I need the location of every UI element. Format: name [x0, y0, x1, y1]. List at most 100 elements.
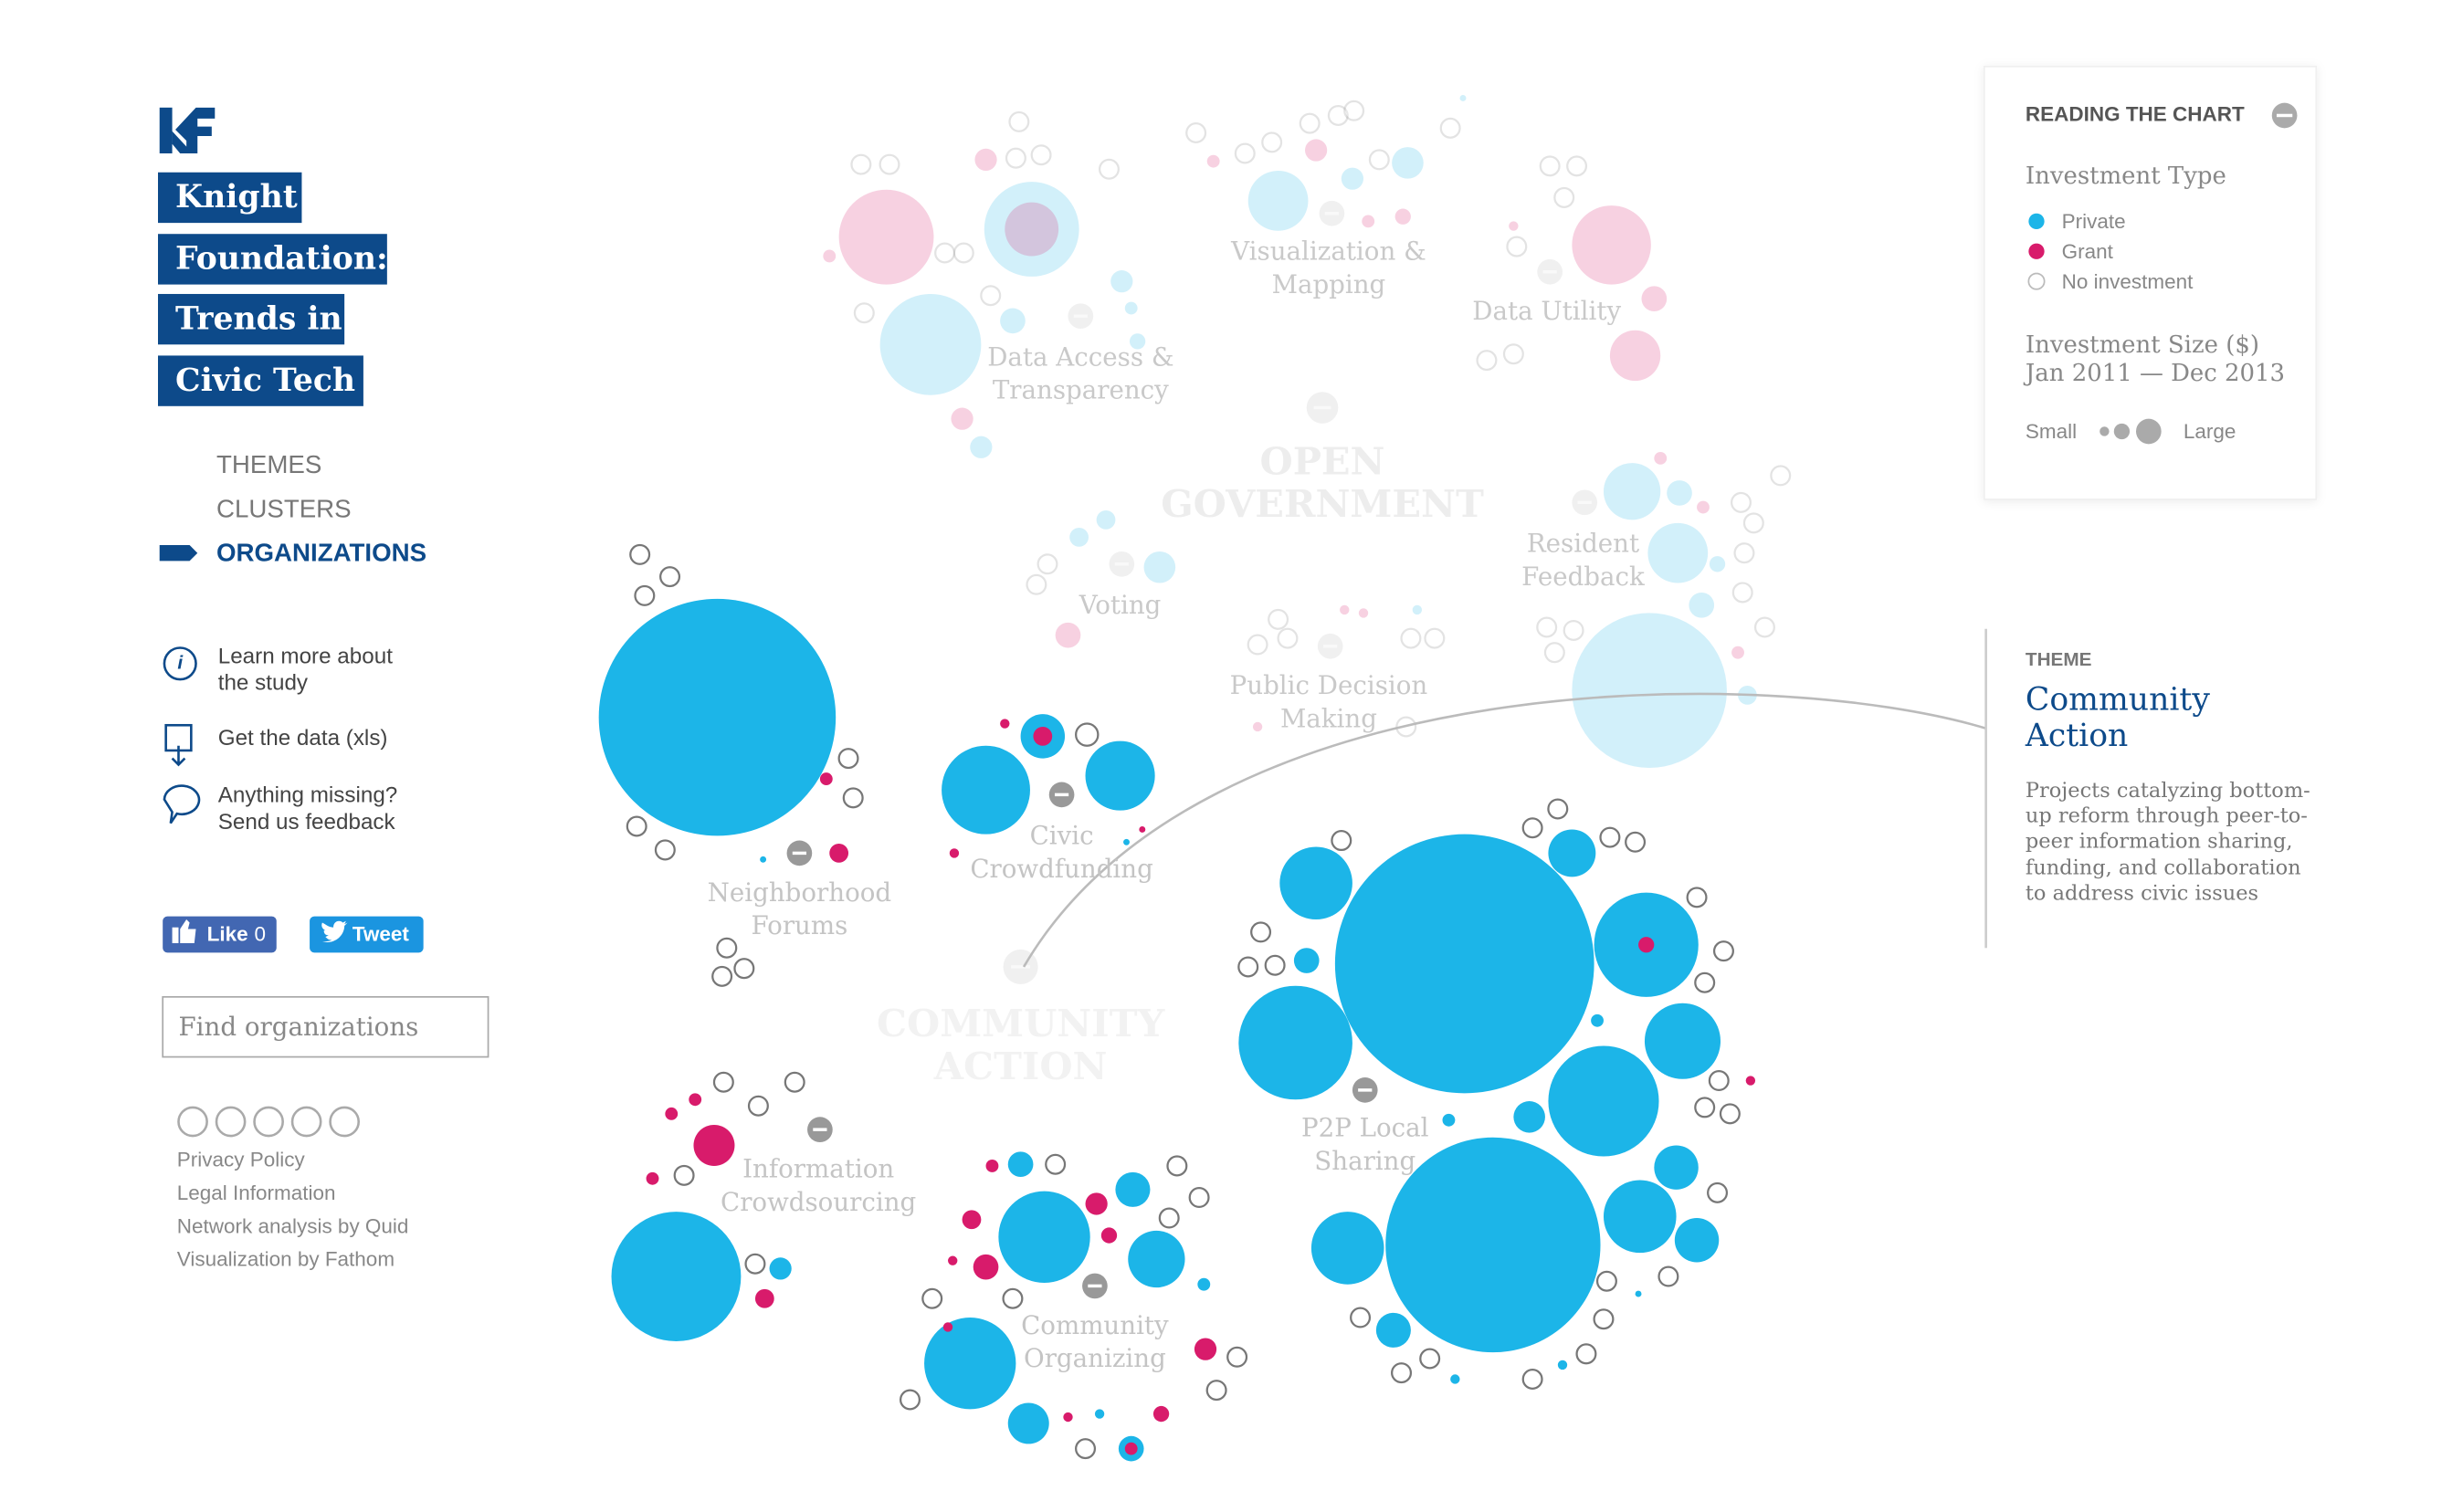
org-grant[interactable]	[951, 407, 973, 430]
org-none[interactable]	[1719, 1103, 1741, 1125]
org-private[interactable]	[1689, 592, 1715, 618]
org-none[interactable]	[711, 965, 733, 987]
org-private[interactable]	[1115, 1171, 1151, 1207]
org-grant[interactable]	[1340, 604, 1350, 615]
org-grant[interactable]	[974, 148, 997, 172]
org-none[interactable]	[1742, 512, 1764, 534]
org-none[interactable]	[1731, 582, 1753, 604]
org-none[interactable]	[1730, 491, 1752, 513]
org-none[interactable]	[1770, 465, 1792, 487]
org-private[interactable]	[1548, 829, 1596, 877]
org-private[interactable]	[1110, 270, 1133, 293]
org-none[interactable]	[934, 242, 956, 264]
org-none[interactable]	[837, 748, 859, 770]
nav-item[interactable]: CLUSTERS	[216, 494, 352, 522]
org-none[interactable]	[1268, 608, 1289, 630]
org-none[interactable]	[1343, 100, 1365, 121]
search-placeholder[interactable]: Find organizations	[178, 1012, 418, 1042]
org-none[interactable]	[634, 584, 656, 606]
org-none[interactable]	[853, 302, 875, 324]
org-none[interactable]	[1506, 236, 1528, 257]
org-grant[interactable]	[1063, 1412, 1073, 1423]
org-private[interactable]	[1197, 1277, 1211, 1291]
org-none[interactable]	[1575, 1343, 1597, 1365]
org-none[interactable]	[879, 153, 900, 175]
org-grant[interactable]	[1509, 221, 1519, 231]
org-grant[interactable]	[1124, 1442, 1138, 1455]
org-grant[interactable]	[1085, 1192, 1108, 1215]
cluster-label[interactable]: Civic	[1030, 821, 1094, 851]
org-none[interactable]	[626, 815, 647, 837]
org-private[interactable]	[1709, 556, 1726, 572]
org-none[interactable]	[1400, 627, 1422, 649]
org-none[interactable]	[1234, 142, 1256, 164]
org-none[interactable]	[1002, 1287, 1024, 1309]
org-grant[interactable]	[1394, 208, 1411, 225]
org-none[interactable]	[952, 242, 974, 264]
org-none[interactable]	[850, 153, 872, 175]
org-none[interactable]	[1158, 1207, 1180, 1229]
org-private[interactable]	[1123, 838, 1130, 845]
org-none[interactable]	[1424, 627, 1446, 649]
org-none[interactable]	[747, 1095, 769, 1117]
org-none[interactable]	[1166, 1155, 1188, 1177]
nav-item[interactable]: THEMES	[216, 450, 321, 478]
cluster-label[interactable]: Sharing	[1314, 1146, 1415, 1176]
org-none[interactable]	[1707, 1181, 1729, 1203]
org-none[interactable]	[1595, 1270, 1617, 1292]
footer-link[interactable]: Network analysis by Quid	[177, 1214, 409, 1237]
org-grant[interactable]	[829, 844, 849, 863]
org-grant[interactable]	[1139, 825, 1146, 833]
org-private[interactable]	[611, 1212, 742, 1341]
cluster-label[interactable]: Forums	[751, 910, 847, 940]
org-private[interactable]	[1341, 167, 1364, 190]
org-none[interactable]	[1391, 1362, 1413, 1384]
org-none[interactable]	[980, 285, 1002, 307]
org-private[interactable]	[1124, 301, 1138, 315]
org-none[interactable]	[1075, 1438, 1097, 1460]
org-grant[interactable]	[948, 1255, 958, 1265]
org-none[interactable]	[784, 1071, 805, 1093]
org-none[interactable]	[1521, 1368, 1543, 1390]
org-none[interactable]	[1712, 940, 1734, 962]
org-grant[interactable]	[949, 848, 960, 858]
org-none[interactable]	[842, 787, 864, 809]
org-none[interactable]	[1694, 971, 1716, 993]
org-none[interactable]	[1563, 619, 1584, 641]
org-grant[interactable]	[1033, 726, 1053, 746]
org-none[interactable]	[1247, 634, 1268, 656]
org-private[interactable]	[1293, 948, 1320, 973]
org-grant[interactable]	[985, 1160, 999, 1172]
org-none[interactable]	[1037, 553, 1058, 575]
org-none[interactable]	[1439, 117, 1461, 139]
org-none[interactable]	[712, 1071, 734, 1093]
org-grant[interactable]	[962, 1210, 982, 1230]
org-none[interactable]	[1543, 642, 1565, 664]
org-private[interactable]	[924, 1318, 1016, 1410]
link[interactable]: Send us feedback	[218, 810, 396, 835]
org-grant[interactable]	[1362, 215, 1375, 228]
org-private[interactable]	[1647, 522, 1709, 583]
org-private[interactable]	[1459, 94, 1467, 101]
org-none[interactable]	[921, 1287, 943, 1309]
cluster-label[interactable]: Information	[742, 1154, 894, 1184]
org-none[interactable]	[659, 566, 681, 588]
org-none[interactable]	[1368, 149, 1390, 171]
logo[interactable]	[159, 107, 216, 153]
org-grant[interactable]	[1731, 646, 1744, 659]
org-private[interactable]	[1334, 834, 1594, 1094]
cluster-label[interactable]: Community	[1021, 1310, 1169, 1340]
org-private[interactable]	[1143, 551, 1176, 583]
org-none[interactable]	[1237, 956, 1259, 978]
org-grant[interactable]	[1358, 608, 1369, 618]
org-grant[interactable]	[1609, 330, 1661, 382]
org-grant[interactable]	[1252, 721, 1263, 732]
org-private[interactable]	[1310, 1212, 1384, 1285]
org-private[interactable]	[1069, 528, 1089, 547]
org-private[interactable]	[984, 182, 1079, 277]
org-none[interactable]	[1708, 1070, 1730, 1092]
org-private[interactable]	[970, 436, 993, 458]
org-grant[interactable]	[1745, 1076, 1756, 1086]
org-none[interactable]	[1566, 155, 1588, 177]
org-private[interactable]	[1096, 509, 1116, 530]
